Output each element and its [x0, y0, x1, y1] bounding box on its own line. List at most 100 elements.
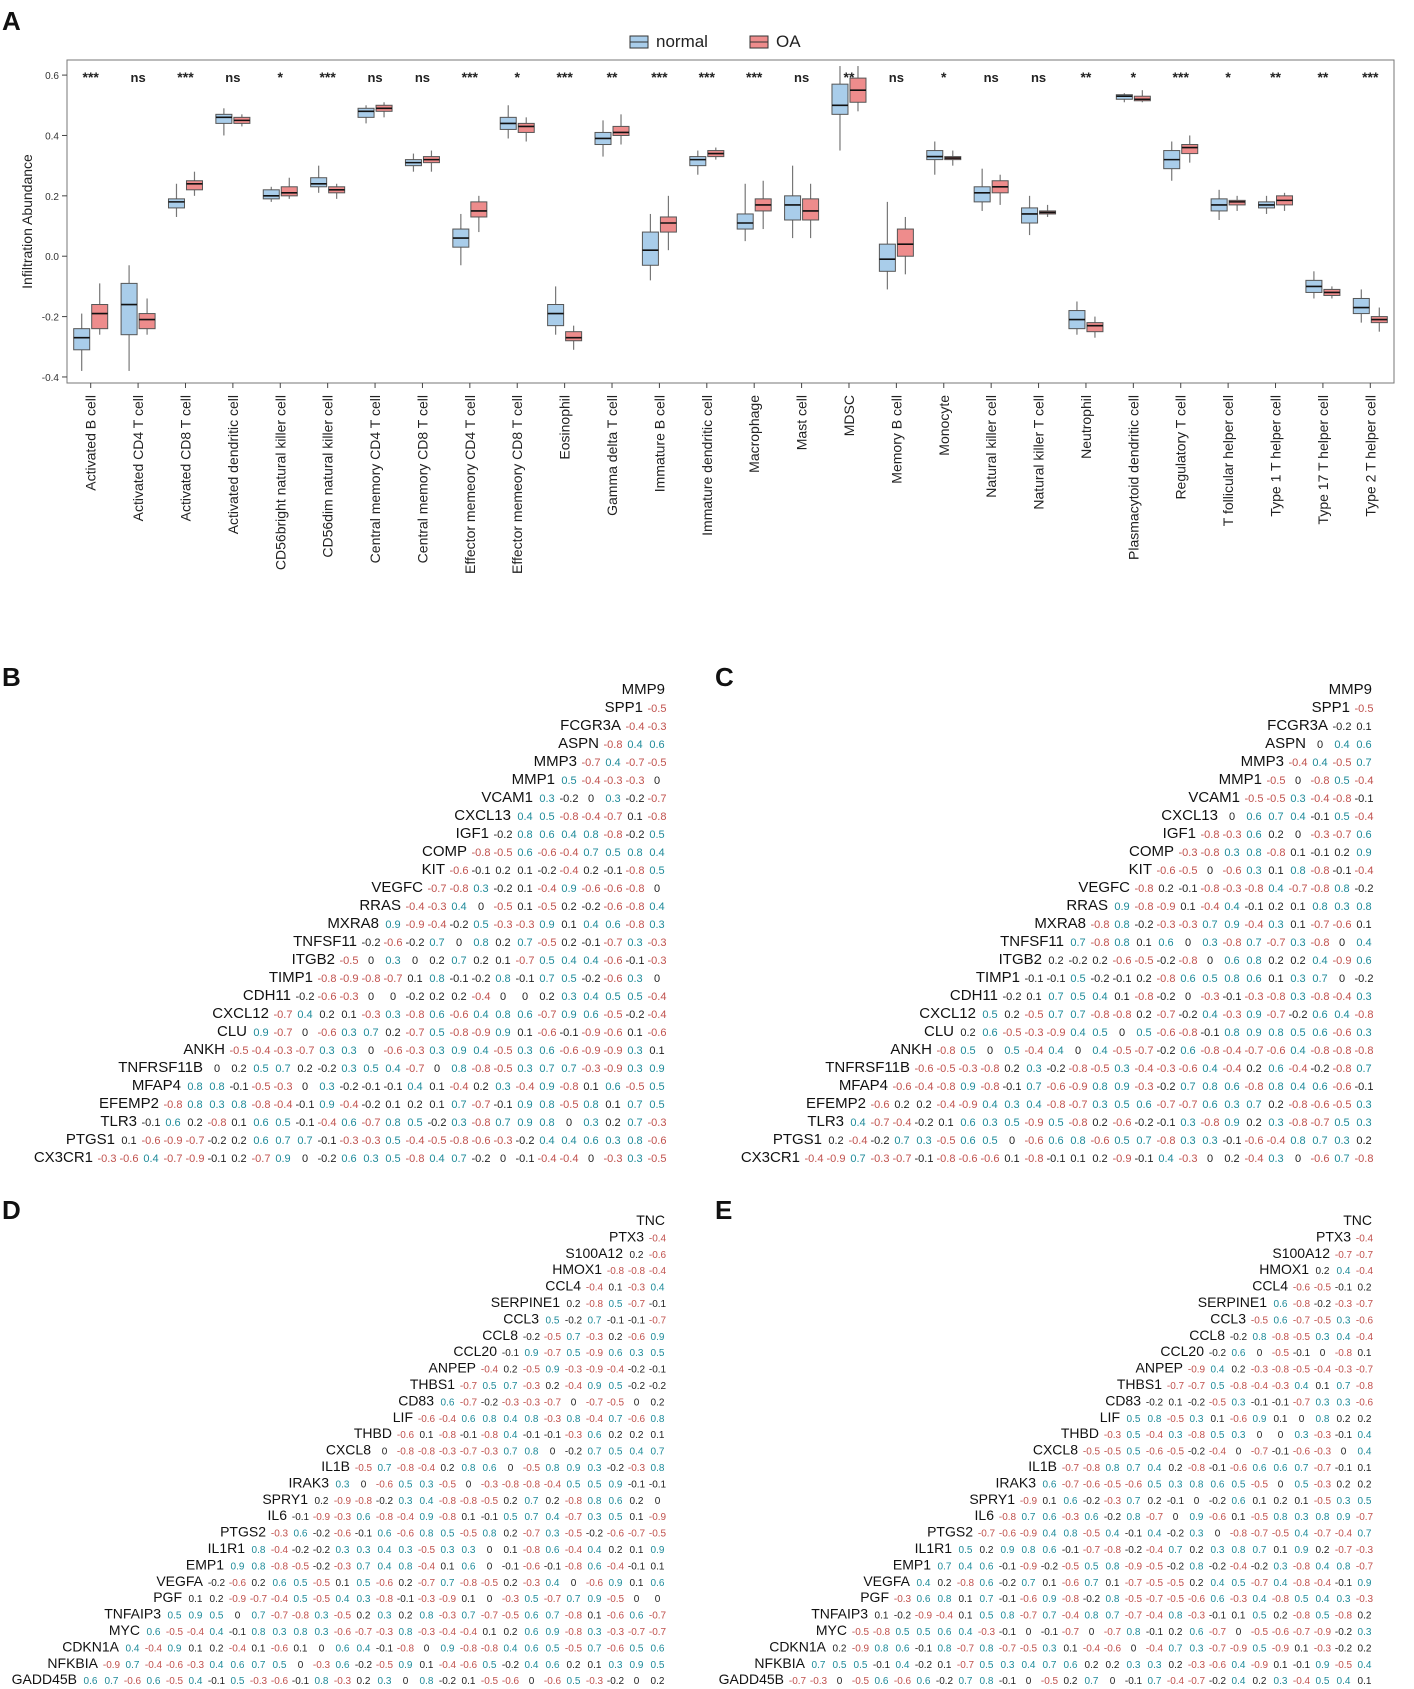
corr-value: -0.5 [439, 1479, 457, 1490]
corr-value: 0 [1317, 739, 1323, 751]
corr-value: -0.3 [1179, 1153, 1198, 1165]
corr-value: 0.6 [1274, 1463, 1288, 1474]
corr-value: 0 [403, 1676, 409, 1687]
corr-value: -0.1 [626, 955, 645, 967]
corr-value: -0.7 [893, 1153, 912, 1165]
corr-value: 0.5 [1316, 1611, 1330, 1622]
corr-value: -0.1 [1293, 1348, 1311, 1359]
corr-value: -0.4 [1289, 757, 1308, 769]
corr-value: 0.4 [1211, 1365, 1225, 1376]
corr-value: 0 [1236, 1627, 1242, 1638]
corr-value: 0.3 [495, 1081, 510, 1093]
corr-value: -0.1 [1047, 1153, 1066, 1165]
corr-value: -0.3 [334, 1512, 352, 1523]
corr-value: -0.2 [1104, 1512, 1122, 1523]
corr-value: 0.3 [916, 1135, 931, 1147]
corr-value: 0.2 [210, 1594, 224, 1605]
corr-value: 0.4 [1290, 1081, 1305, 1093]
corr-value: -0.3 [586, 1332, 604, 1343]
corr-value: -0.4 [565, 1545, 583, 1556]
corr-value: -0.7 [1179, 1099, 1198, 1111]
corr-value: 0.3 [441, 1545, 455, 1556]
corr-value: 0.4 [1337, 1676, 1351, 1687]
significance-label: * [941, 69, 947, 85]
corr-value: 0.2 [980, 1545, 994, 1556]
corr-value: 0.7 [1085, 1578, 1099, 1589]
corr-value: 0.6 [1268, 1063, 1283, 1075]
corr-value: 0.8 [420, 1611, 434, 1622]
corr-value: 0.5 [546, 1315, 560, 1326]
gene-label: RRAS [359, 897, 401, 914]
corr-value: 0 [487, 1561, 493, 1572]
corr-value: 0.2 [407, 1099, 422, 1111]
corr-value: -0.6 [450, 865, 469, 877]
corr-value: 0.4 [1312, 757, 1327, 769]
corr-value: -0.8 [362, 973, 381, 985]
corr-value: -0.2 [607, 1676, 625, 1687]
corr-value: -0.8 [648, 811, 667, 823]
corr-value: 0.1 [1316, 1381, 1330, 1392]
corr-value: -0.9 [586, 1365, 604, 1376]
panel-label-a: A [2, 6, 21, 36]
corr-value: 0.6 [1232, 1496, 1246, 1507]
corr-value: 0.9 [561, 883, 576, 895]
box-oa [1086, 322, 1104, 333]
corr-value: 0.7 [1085, 1676, 1099, 1687]
corr-value: 0.8 [1337, 1561, 1351, 1572]
corr-value: 0.4 [605, 757, 620, 769]
corr-value: -0.2 [1047, 1063, 1066, 1075]
corr-value: 0.1 [121, 1135, 136, 1147]
corr-value: 0.2 [504, 1627, 518, 1638]
corr-value: -0.6 [1311, 1099, 1330, 1111]
corr-value: 0.6 [1064, 1660, 1078, 1671]
gene-label: CCL20 [1160, 1343, 1204, 1359]
corr-value: 0 [500, 991, 506, 1003]
corr-value: 0.2 [1246, 1063, 1261, 1075]
corr-value: 0.1 [630, 1578, 644, 1589]
corr-value: -0.3 [1272, 1381, 1290, 1392]
corr-value: 0.2 [1316, 1545, 1330, 1556]
corr-value: -0.6 [1025, 1135, 1044, 1147]
corr-value: 0.2 [1358, 1643, 1372, 1654]
corr-value: -0.2 [1157, 955, 1176, 967]
corr-value: 0.5 [546, 1643, 560, 1654]
corr-value: 0.5 [609, 1447, 623, 1458]
corr-value: -0.8 [607, 1266, 625, 1277]
corr-value: -0.6 [1179, 1063, 1198, 1075]
corr-value: -0.4 [586, 1283, 604, 1294]
corr-value: 0.7 [275, 1135, 290, 1147]
corr-value: 0.7 [1180, 1081, 1195, 1093]
corr-value: 0.6 [294, 1529, 308, 1540]
corr-value: -0.5 [494, 1045, 513, 1057]
corr-value: -0.8 [1230, 1529, 1248, 1540]
corr-value: 0.6 [517, 1009, 532, 1021]
corr-value: 0.2 [1085, 1660, 1099, 1671]
corr-value: 0.2 [231, 1153, 246, 1165]
corr-value: -0.5 [1335, 1660, 1353, 1671]
corr-value: 0.1 [189, 1594, 203, 1605]
corr-value: -0.3 [565, 1430, 583, 1441]
corr-value: 0 [1207, 955, 1213, 967]
gene-label: MYC [109, 1622, 140, 1638]
corr-value: -0.1 [560, 1027, 579, 1039]
corr-value: -0.6 [142, 1135, 161, 1147]
corr-value: 0.7 [495, 1117, 510, 1129]
corr-value: -0.6 [397, 1529, 415, 1540]
box-normal [736, 213, 754, 230]
corr-value: 0.7 [812, 1660, 826, 1671]
corr-value: 0.1 [1064, 1643, 1078, 1654]
corr-value: 0.5 [1004, 1117, 1019, 1129]
corr-value: -0.8 [1201, 883, 1220, 895]
corr-value: -0.1 [628, 1561, 646, 1572]
corr-value: -0.4 [1293, 1676, 1311, 1687]
corr-value: -0.5 [292, 1561, 310, 1572]
corr-value: -0.3 [544, 1414, 562, 1425]
corr-value: -0.2 [1157, 991, 1176, 1003]
corr-value: 0.9 [1114, 1081, 1129, 1093]
corr-value: -0.2 [1251, 1561, 1269, 1572]
corr-value: 0.3 [1202, 937, 1217, 949]
corr-value: -0.3 [340, 1135, 359, 1147]
corr-value: -0.7 [460, 1447, 478, 1458]
corr-value: -0.1 [1333, 865, 1352, 877]
